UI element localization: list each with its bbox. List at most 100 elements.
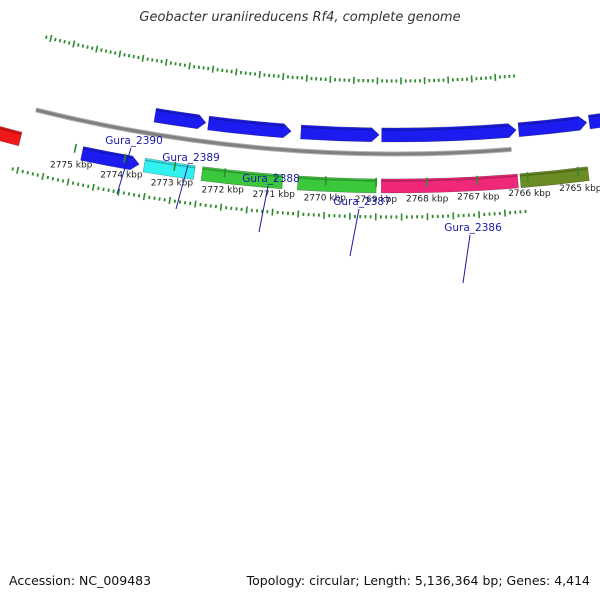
feature-outer-pink <box>380 173 519 194</box>
outer-minor-tick <box>82 183 85 187</box>
scale-label: 2774 kbp <box>100 170 143 180</box>
gene-label: Gura_2386 <box>444 222 502 234</box>
feature-shade <box>155 109 200 118</box>
inner-major-tick <box>141 54 145 62</box>
scale-tick <box>123 153 127 163</box>
inner-major-tick <box>164 58 168 66</box>
feature-tracks <box>0 107 600 194</box>
feature-shade <box>519 167 588 177</box>
scale-label: 2767 kbp <box>457 193 500 203</box>
scale-tick <box>476 175 479 185</box>
scale-label: 2769 kbp <box>355 195 398 205</box>
inner-minor-tick <box>81 44 85 48</box>
outer-minor-tick <box>61 179 65 183</box>
inner-minor-tick <box>123 53 126 57</box>
feature-shade <box>144 159 196 169</box>
feature-shade <box>208 117 284 127</box>
outer-major-tick <box>219 203 223 211</box>
feature-outer-cyan <box>142 157 196 180</box>
genome-summary: Topology: circular; Length: 5,136,364 bp… <box>246 573 590 588</box>
scale-label: 2772 kbp <box>201 185 244 195</box>
feature-inner-cds_blue <box>207 115 292 139</box>
feature-shade <box>518 117 579 126</box>
inner-minor-tick <box>45 35 48 40</box>
scale-label: 2771 kbp <box>252 190 295 200</box>
inner-major-tick <box>211 65 215 73</box>
inner-major-tick <box>72 40 76 48</box>
feature-shade <box>381 175 518 182</box>
outer-minor-tick <box>11 167 14 171</box>
feature-inner-cds_blue <box>153 107 207 130</box>
feature-outer-green <box>200 166 284 190</box>
inner-minor-tick <box>109 50 112 54</box>
inner-minor-tick <box>104 49 108 53</box>
outer-minor-tick <box>148 195 151 200</box>
inner-minor-tick <box>114 51 117 55</box>
feature-inner-cds_blue <box>587 113 600 130</box>
outer-major-tick <box>66 178 70 186</box>
gene-callout-line <box>462 234 471 284</box>
gene-callout-line <box>116 147 132 195</box>
gene-label: Gura_2389 <box>162 152 220 164</box>
inner-minor-tick <box>100 48 103 52</box>
outer-minor-tick <box>76 182 80 186</box>
outer-minor-tick <box>46 175 50 180</box>
backbone-line <box>35 108 512 156</box>
outer-major-tick <box>41 172 45 180</box>
outer-minor-tick <box>56 178 60 182</box>
outer-minor-tick <box>127 192 131 196</box>
scale-tick <box>173 161 177 171</box>
outer-minor-tick <box>112 189 115 193</box>
scale-tick <box>73 143 78 153</box>
inner-major-tick <box>494 73 497 81</box>
inner-minor-tick <box>146 57 149 61</box>
inner-major-tick <box>188 62 191 70</box>
inner-minor-tick <box>127 53 131 58</box>
inner-tick-ring <box>45 34 516 85</box>
inner-major-tick <box>49 34 53 42</box>
inner-minor-tick <box>137 55 140 60</box>
outer-minor-tick <box>173 199 176 203</box>
outer-major-tick <box>271 208 274 216</box>
feature-outer-olive <box>519 166 590 189</box>
scale-label: 2775 kbp <box>50 160 93 170</box>
scale-tick <box>223 168 227 178</box>
outer-minor-tick <box>21 169 24 174</box>
feature-shade <box>0 127 22 135</box>
outer-minor-tick <box>36 173 39 177</box>
outer-minor-tick <box>102 187 105 192</box>
outer-minor-tick <box>153 196 156 200</box>
outer-major-tick <box>142 192 146 201</box>
inner-minor-tick <box>90 46 94 50</box>
inner-minor-tick <box>183 63 186 67</box>
feature-shade <box>202 167 283 178</box>
inner-minor-tick <box>77 43 80 47</box>
inner-minor-tick <box>67 41 71 45</box>
inner-major-tick <box>258 70 261 79</box>
feature-inner-cds_blue <box>300 124 380 143</box>
map-title: Geobacter uraniireducens Rf4, complete g… <box>139 10 461 25</box>
gene-label: Gura_2387 <box>333 196 391 208</box>
outer-major-tick <box>16 166 20 174</box>
scale-label: 2773 kbp <box>151 179 194 189</box>
inner-minor-tick <box>160 59 163 64</box>
inner-minor-tick <box>54 37 57 42</box>
inner-minor-tick <box>63 39 66 44</box>
outer-major-tick <box>245 206 248 214</box>
feature-shade <box>381 124 509 131</box>
scale-label: 2768 kbp <box>406 195 449 205</box>
genome-backbone <box>35 107 512 157</box>
outer-major-tick <box>91 183 95 191</box>
inner-minor-tick <box>174 62 177 66</box>
inner-minor-tick <box>155 59 159 63</box>
outer-minor-tick <box>163 198 166 202</box>
feature-outer-cds_blue <box>80 146 140 171</box>
inner-minor-tick <box>202 66 205 70</box>
gene-callout-line <box>349 208 360 257</box>
outer-minor-tick <box>51 176 55 181</box>
accession-label: Accession: NC_009483 <box>9 573 152 588</box>
outer-minor-tick <box>137 193 141 198</box>
outer-minor-tick <box>26 170 29 175</box>
gene-callout-line <box>175 164 189 210</box>
outer-major-tick <box>168 196 172 205</box>
